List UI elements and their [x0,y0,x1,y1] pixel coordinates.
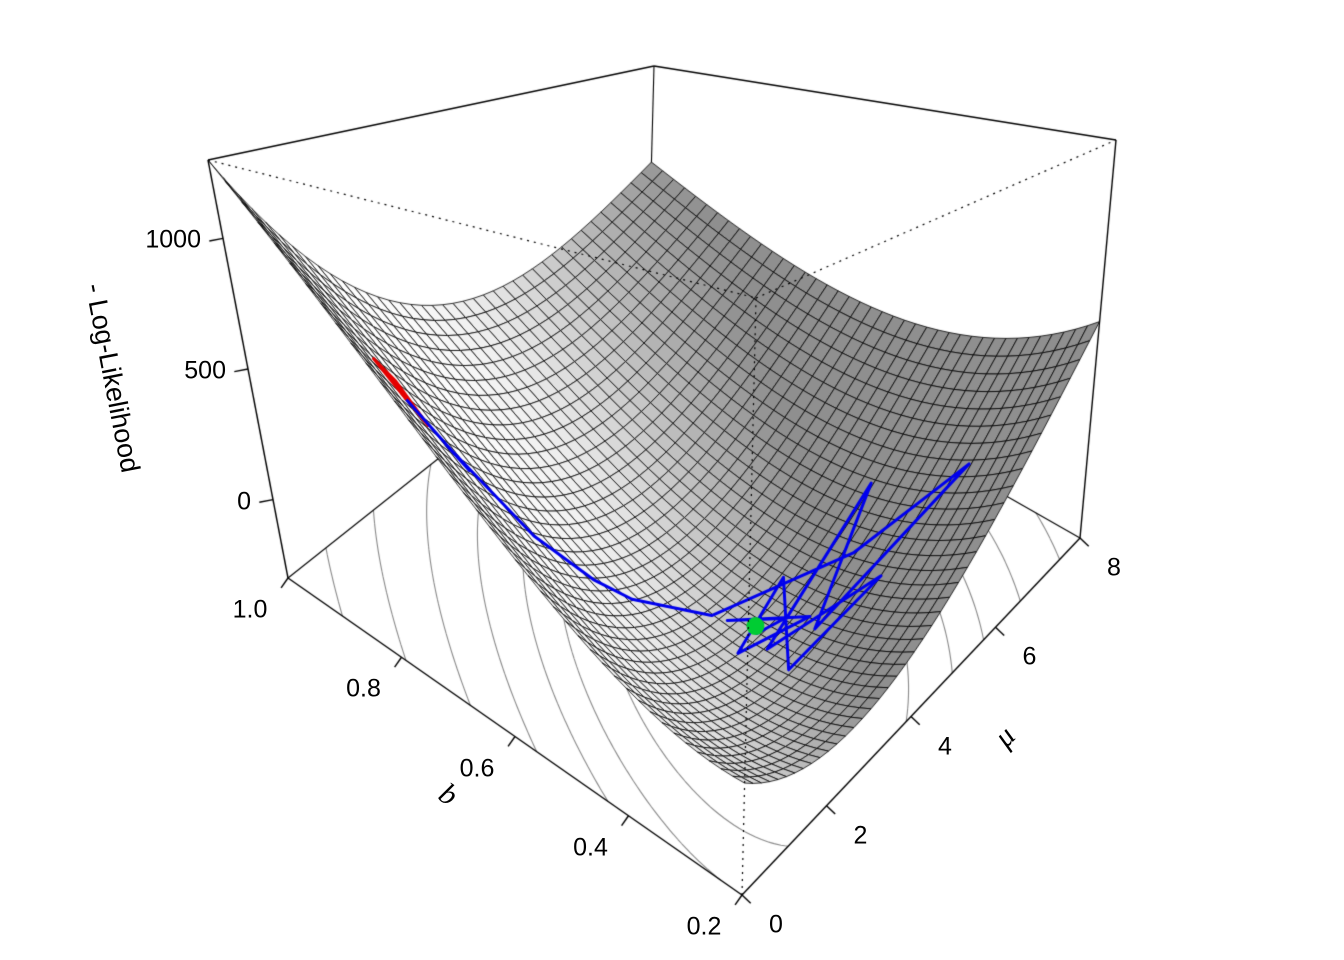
persp-likelihood-chart: - Log-Likelihood b μ 0 2 4 6 8 1.0 0.8 0.6 0.4 0.… [0,0,1344,960]
surface-plot-canvas [0,0,1344,960]
